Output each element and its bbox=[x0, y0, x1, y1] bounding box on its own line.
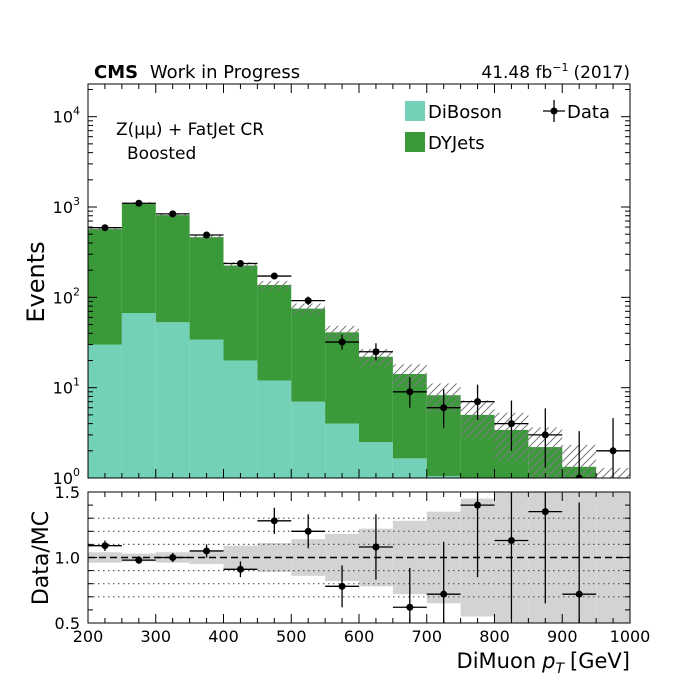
uncertainty-hatch-5 bbox=[257, 280, 292, 290]
cms-header: CMS Work in Progress bbox=[94, 62, 300, 83]
x-tick-label-7: 900 bbox=[547, 627, 578, 646]
ratio-band-5 bbox=[257, 543, 292, 572]
bar-dyjets-4 bbox=[223, 265, 258, 361]
x-tick-label-3: 500 bbox=[276, 627, 307, 646]
data-point-10 bbox=[440, 404, 448, 412]
bar-dyjets-8 bbox=[359, 356, 393, 443]
x-tick-label-6: 800 bbox=[479, 627, 510, 646]
data-point-8 bbox=[372, 348, 380, 356]
region-sublabel: Boosted bbox=[127, 144, 196, 164]
y-tick-label-3: 103 bbox=[53, 195, 80, 217]
bar-dyjets-5 bbox=[257, 284, 292, 381]
ratio-y-tick-label-2: 1.5 bbox=[55, 483, 80, 502]
bar-diboson-8 bbox=[359, 442, 393, 478]
y-tick-label-1: 101 bbox=[53, 376, 80, 398]
ratio-band-4 bbox=[223, 545, 258, 570]
ratio-point-2 bbox=[169, 554, 177, 561]
ratio-point-14 bbox=[575, 590, 583, 598]
data-point-3 bbox=[203, 231, 211, 239]
bar-dyjets-3 bbox=[189, 237, 224, 340]
x-tick-label-5: 700 bbox=[411, 627, 442, 646]
main-plot-axes: 100 101 102 103 104 bbox=[53, 83, 631, 488]
y-tick-label-2: 102 bbox=[53, 285, 80, 307]
ratio-point-5 bbox=[270, 517, 278, 525]
data-point-2 bbox=[169, 210, 177, 218]
ratio-point-8 bbox=[372, 543, 380, 551]
data-point-5 bbox=[270, 272, 278, 280]
status-label: Work in Progress bbox=[150, 62, 300, 83]
bar-diboson-0 bbox=[88, 344, 122, 478]
main-plot bbox=[88, 199, 630, 483]
ratio-point-9 bbox=[406, 603, 414, 611]
x-tick-label-0: 200 bbox=[73, 627, 104, 646]
bar-diboson-3 bbox=[189, 339, 224, 478]
ratio-point-0 bbox=[101, 542, 109, 550]
x-axis-title: DiMuon pT [GeV] bbox=[457, 649, 630, 677]
uncertainty-hatch-6 bbox=[291, 303, 326, 315]
ratio-point-12 bbox=[507, 536, 515, 544]
data-point-7 bbox=[338, 338, 346, 346]
ratio-y-tick-label-0: 0.5 bbox=[55, 614, 80, 633]
ratio-point-13 bbox=[541, 508, 549, 516]
ratio-point-7 bbox=[338, 582, 346, 590]
data-point-9 bbox=[406, 388, 414, 396]
legend: DiBoson DYJets Data bbox=[405, 100, 610, 154]
legend-label-diboson: DiBoson bbox=[428, 102, 502, 123]
y-axis-title-ratio: Data/MC bbox=[29, 511, 54, 605]
x-tick-label-1: 300 bbox=[140, 627, 171, 646]
legend-swatch-dyjets bbox=[405, 132, 425, 152]
bar-diboson-6 bbox=[291, 401, 326, 478]
ratio-point-3 bbox=[203, 547, 211, 555]
ratio-y-tick-label-1: 1.0 bbox=[55, 549, 80, 568]
legend-label-dyjets: DYJets bbox=[428, 133, 485, 154]
bar-diboson-11 bbox=[461, 482, 495, 483]
bar-dyjets-2 bbox=[155, 215, 190, 323]
data-point-11 bbox=[474, 398, 482, 406]
data-point-4 bbox=[236, 259, 244, 267]
data-point-12 bbox=[507, 420, 515, 428]
ratio-point-1 bbox=[135, 556, 143, 564]
x-tick-label-4: 600 bbox=[344, 627, 375, 646]
bar-diboson-7 bbox=[325, 423, 359, 478]
bar-dyjets-1 bbox=[121, 203, 156, 314]
legend-marker-data bbox=[543, 100, 565, 122]
legend-swatch-diboson bbox=[405, 101, 425, 121]
ratio-point-4 bbox=[236, 565, 244, 573]
bar-diboson-1 bbox=[121, 313, 156, 478]
data-point-15 bbox=[609, 447, 617, 455]
x-tick-label-8: 1000 bbox=[610, 627, 651, 646]
lumi-label: 41.48 fb−1 (2017) bbox=[481, 61, 630, 83]
experiment-label: CMS bbox=[94, 62, 138, 83]
uncertainty-hatch-9 bbox=[392, 364, 427, 387]
data-point-0 bbox=[101, 224, 109, 232]
y-tick-label-0: 100 bbox=[53, 466, 80, 488]
ratio-point-6 bbox=[304, 527, 312, 535]
uncertainty-hatch-7 bbox=[325, 325, 359, 341]
data-point-6 bbox=[304, 297, 312, 305]
data-point-1 bbox=[135, 199, 143, 207]
ratio-plot-axes: 0.5 1.0 1.5 200 300 400 500 600 700 800 900 1000 bbox=[55, 483, 651, 646]
bar-diboson-4 bbox=[223, 360, 258, 478]
ratio-point-11 bbox=[474, 501, 482, 509]
bar-diboson-9 bbox=[392, 458, 427, 478]
region-label: Z(μμ) + FatJet CR bbox=[116, 120, 264, 140]
bar-diboson-2 bbox=[155, 322, 190, 478]
data-point-13 bbox=[541, 431, 549, 439]
y-axis-title-events: Events bbox=[22, 241, 50, 322]
y-tick-label-4: 104 bbox=[53, 105, 80, 127]
bar-dyjets-0 bbox=[88, 229, 122, 345]
legend-label-data: Data bbox=[567, 102, 610, 123]
bar-dyjets-6 bbox=[291, 308, 326, 402]
bar-diboson-5 bbox=[257, 380, 292, 478]
x-tick-label-2: 400 bbox=[208, 627, 239, 646]
ratio-point-10 bbox=[440, 590, 448, 598]
